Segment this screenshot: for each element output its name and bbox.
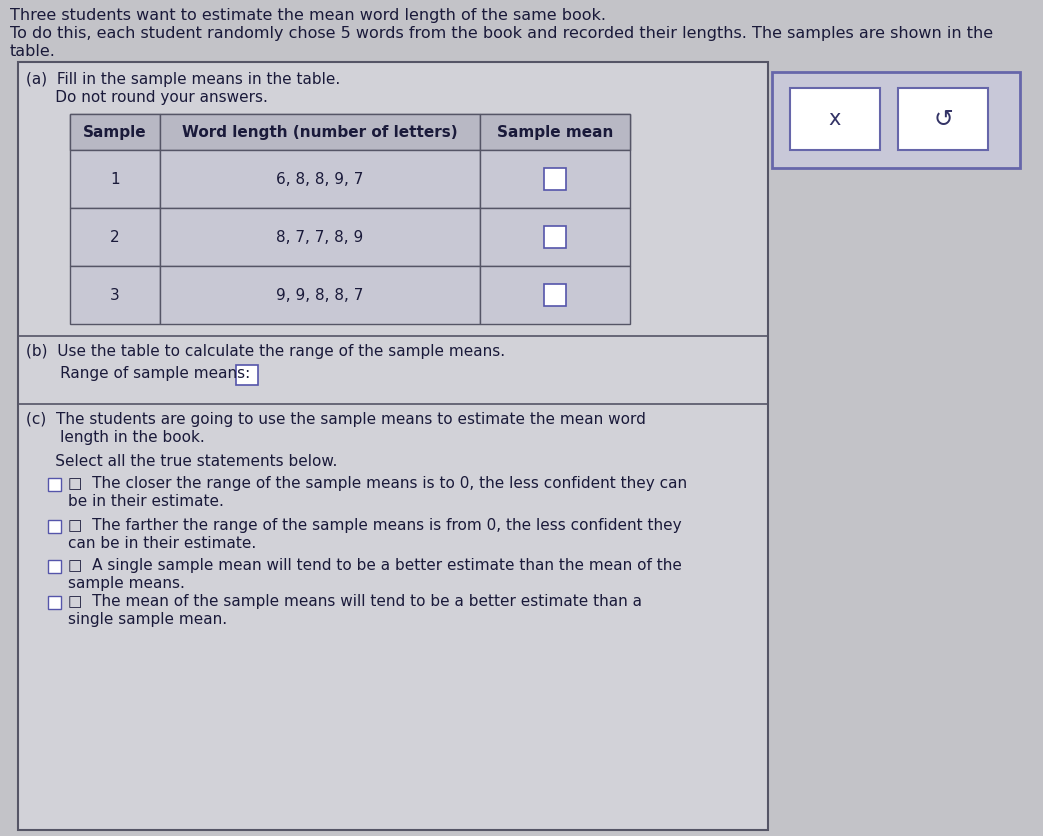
Bar <box>48 560 60 573</box>
Text: sample means.: sample means. <box>68 576 185 591</box>
Bar <box>544 284 566 306</box>
Bar <box>160 266 480 324</box>
Bar <box>70 114 630 150</box>
Bar <box>160 150 480 208</box>
Text: 1: 1 <box>111 171 120 186</box>
Text: table.: table. <box>10 44 56 59</box>
Bar <box>480 114 630 150</box>
Bar <box>70 114 160 150</box>
Bar <box>70 150 160 208</box>
Text: 3: 3 <box>111 288 120 303</box>
Text: To do this, each student randomly chose 5 words from the book and recorded their: To do this, each student randomly chose … <box>10 26 993 41</box>
Bar <box>160 114 480 150</box>
Text: 9, 9, 8, 8, 7: 9, 9, 8, 8, 7 <box>276 288 364 303</box>
Bar <box>70 208 160 266</box>
Bar <box>160 208 480 266</box>
Bar <box>236 365 258 385</box>
Text: can be in their estimate.: can be in their estimate. <box>68 536 257 551</box>
Text: (a)  Fill in the sample means in the table.: (a) Fill in the sample means in the tabl… <box>26 72 340 87</box>
Bar <box>48 520 60 533</box>
Text: ↺: ↺ <box>933 107 953 131</box>
Bar <box>48 596 60 609</box>
Text: 8, 7, 7, 8, 9: 8, 7, 7, 8, 9 <box>276 230 364 244</box>
Text: be in their estimate.: be in their estimate. <box>68 494 224 509</box>
Text: Range of sample means:: Range of sample means: <box>26 366 250 381</box>
Text: 2: 2 <box>111 230 120 244</box>
Text: Word length (number of letters): Word length (number of letters) <box>183 125 458 140</box>
Text: □  The closer the range of the sample means is to 0, the less confident they can: □ The closer the range of the sample mea… <box>68 476 687 491</box>
Text: single sample mean.: single sample mean. <box>68 612 227 627</box>
Bar <box>772 72 1020 168</box>
Text: Select all the true statements below.: Select all the true statements below. <box>26 454 337 469</box>
Text: □  A single sample mean will tend to be a better estimate than the mean of the: □ A single sample mean will tend to be a… <box>68 558 682 573</box>
Text: Three students want to estimate the mean word length of the same book.: Three students want to estimate the mean… <box>10 8 606 23</box>
Bar <box>48 478 60 491</box>
Bar <box>480 208 630 266</box>
Text: Sample mean: Sample mean <box>496 125 613 140</box>
Text: (c)  The students are going to use the sample means to estimate the mean word: (c) The students are going to use the sa… <box>26 412 646 427</box>
Bar <box>18 62 768 830</box>
Bar <box>480 150 630 208</box>
Text: Sample: Sample <box>83 125 147 140</box>
Text: (b)  Use the table to calculate the range of the sample means.: (b) Use the table to calculate the range… <box>26 344 505 359</box>
Text: Do not round your answers.: Do not round your answers. <box>26 90 268 105</box>
Text: □  The farther the range of the sample means is from 0, the less confident they: □ The farther the range of the sample me… <box>68 518 682 533</box>
Bar <box>70 266 160 324</box>
Text: x: x <box>829 109 842 129</box>
Bar <box>790 88 880 150</box>
Text: length in the book.: length in the book. <box>26 430 204 445</box>
Text: □  The mean of the sample means will tend to be a better estimate than a: □ The mean of the sample means will tend… <box>68 594 642 609</box>
Bar <box>898 88 988 150</box>
Bar <box>544 226 566 248</box>
Bar <box>480 266 630 324</box>
Text: 6, 8, 8, 9, 7: 6, 8, 8, 9, 7 <box>276 171 364 186</box>
Bar <box>544 168 566 190</box>
